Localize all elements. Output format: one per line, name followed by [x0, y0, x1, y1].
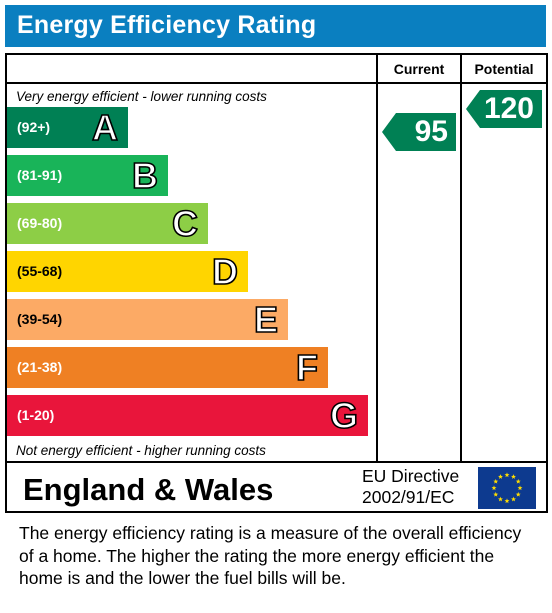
directive-line-2: 2002/91/EC: [362, 487, 455, 507]
divider-current: [376, 55, 378, 463]
eu-star-icon: [498, 474, 503, 479]
eu-star-icon: [504, 498, 510, 504]
band-range-label: (69-80): [17, 215, 63, 231]
current-rating-arrow: 95: [382, 113, 456, 151]
current-arrow-shape: [382, 113, 456, 151]
band-letter: A: [91, 106, 119, 149]
potential-arrow-shape: [466, 90, 542, 128]
eu-star-icon: [491, 485, 497, 491]
eu-star-icon: [498, 496, 503, 502]
title-bar: Energy Efficiency Rating: [5, 5, 546, 47]
band-range-label: (55-68): [17, 263, 63, 279]
eu-flag-icon: [478, 467, 536, 509]
band-range-label: (81-91): [17, 167, 63, 183]
eu-star-icon: [515, 491, 521, 497]
note-top: Very energy efficient - lower running co…: [16, 89, 267, 104]
eu-star-icon: [511, 496, 516, 502]
band-letter: F: [295, 346, 319, 389]
header-divider: [7, 82, 546, 84]
potential-rating-value: 120: [483, 92, 534, 125]
column-header-current: Current: [393, 61, 445, 77]
band-range-label: (39-54): [17, 311, 63, 327]
eu-star-icon: [517, 485, 523, 491]
page-title: Energy Efficiency Rating: [17, 11, 317, 39]
directive-line-1: EU Directive: [362, 466, 460, 486]
band-letter: G: [329, 394, 359, 437]
eu-star-icon: [493, 491, 499, 497]
band-letter: E: [253, 298, 279, 341]
band-c: (69-80) C: [7, 202, 208, 245]
footer-divider: [7, 461, 546, 463]
band-range-label: (1-20): [17, 407, 55, 423]
band-letter: D: [211, 250, 239, 293]
description-text: The energy efficiency rating is a measur…: [19, 523, 522, 588]
eu-star-icon: [511, 474, 516, 479]
band-letter: B: [131, 154, 159, 197]
band-f: (21-38) F: [7, 346, 328, 389]
band-letter: C: [171, 202, 199, 245]
band-a: (92+) A: [7, 106, 128, 149]
current-rating-value: 95: [414, 115, 448, 148]
region-label: England & Wales: [23, 472, 274, 507]
potential-rating-arrow: 120: [466, 90, 542, 128]
band-d: (55-68) D: [7, 250, 248, 293]
eu-star-icon: [493, 478, 499, 484]
eu-star-icon: [515, 478, 521, 484]
rating-chart-frame: Current Potential Very energy efficient …: [5, 53, 548, 513]
note-bottom: Not energy efficient - higher running co…: [16, 443, 266, 458]
column-header-potential: Potential: [474, 61, 534, 77]
eu-directive: EU Directive 2002/91/EC: [362, 466, 459, 508]
band-range-label: (21-38): [17, 359, 63, 375]
divider-potential: [460, 55, 462, 463]
eu-star-icon: [504, 472, 510, 478]
band-e: (39-54) E: [7, 298, 288, 341]
band-range-label: (92+): [17, 119, 51, 135]
band-b: (81-91) B: [7, 154, 168, 197]
band-g: (1-20) G: [7, 394, 368, 437]
